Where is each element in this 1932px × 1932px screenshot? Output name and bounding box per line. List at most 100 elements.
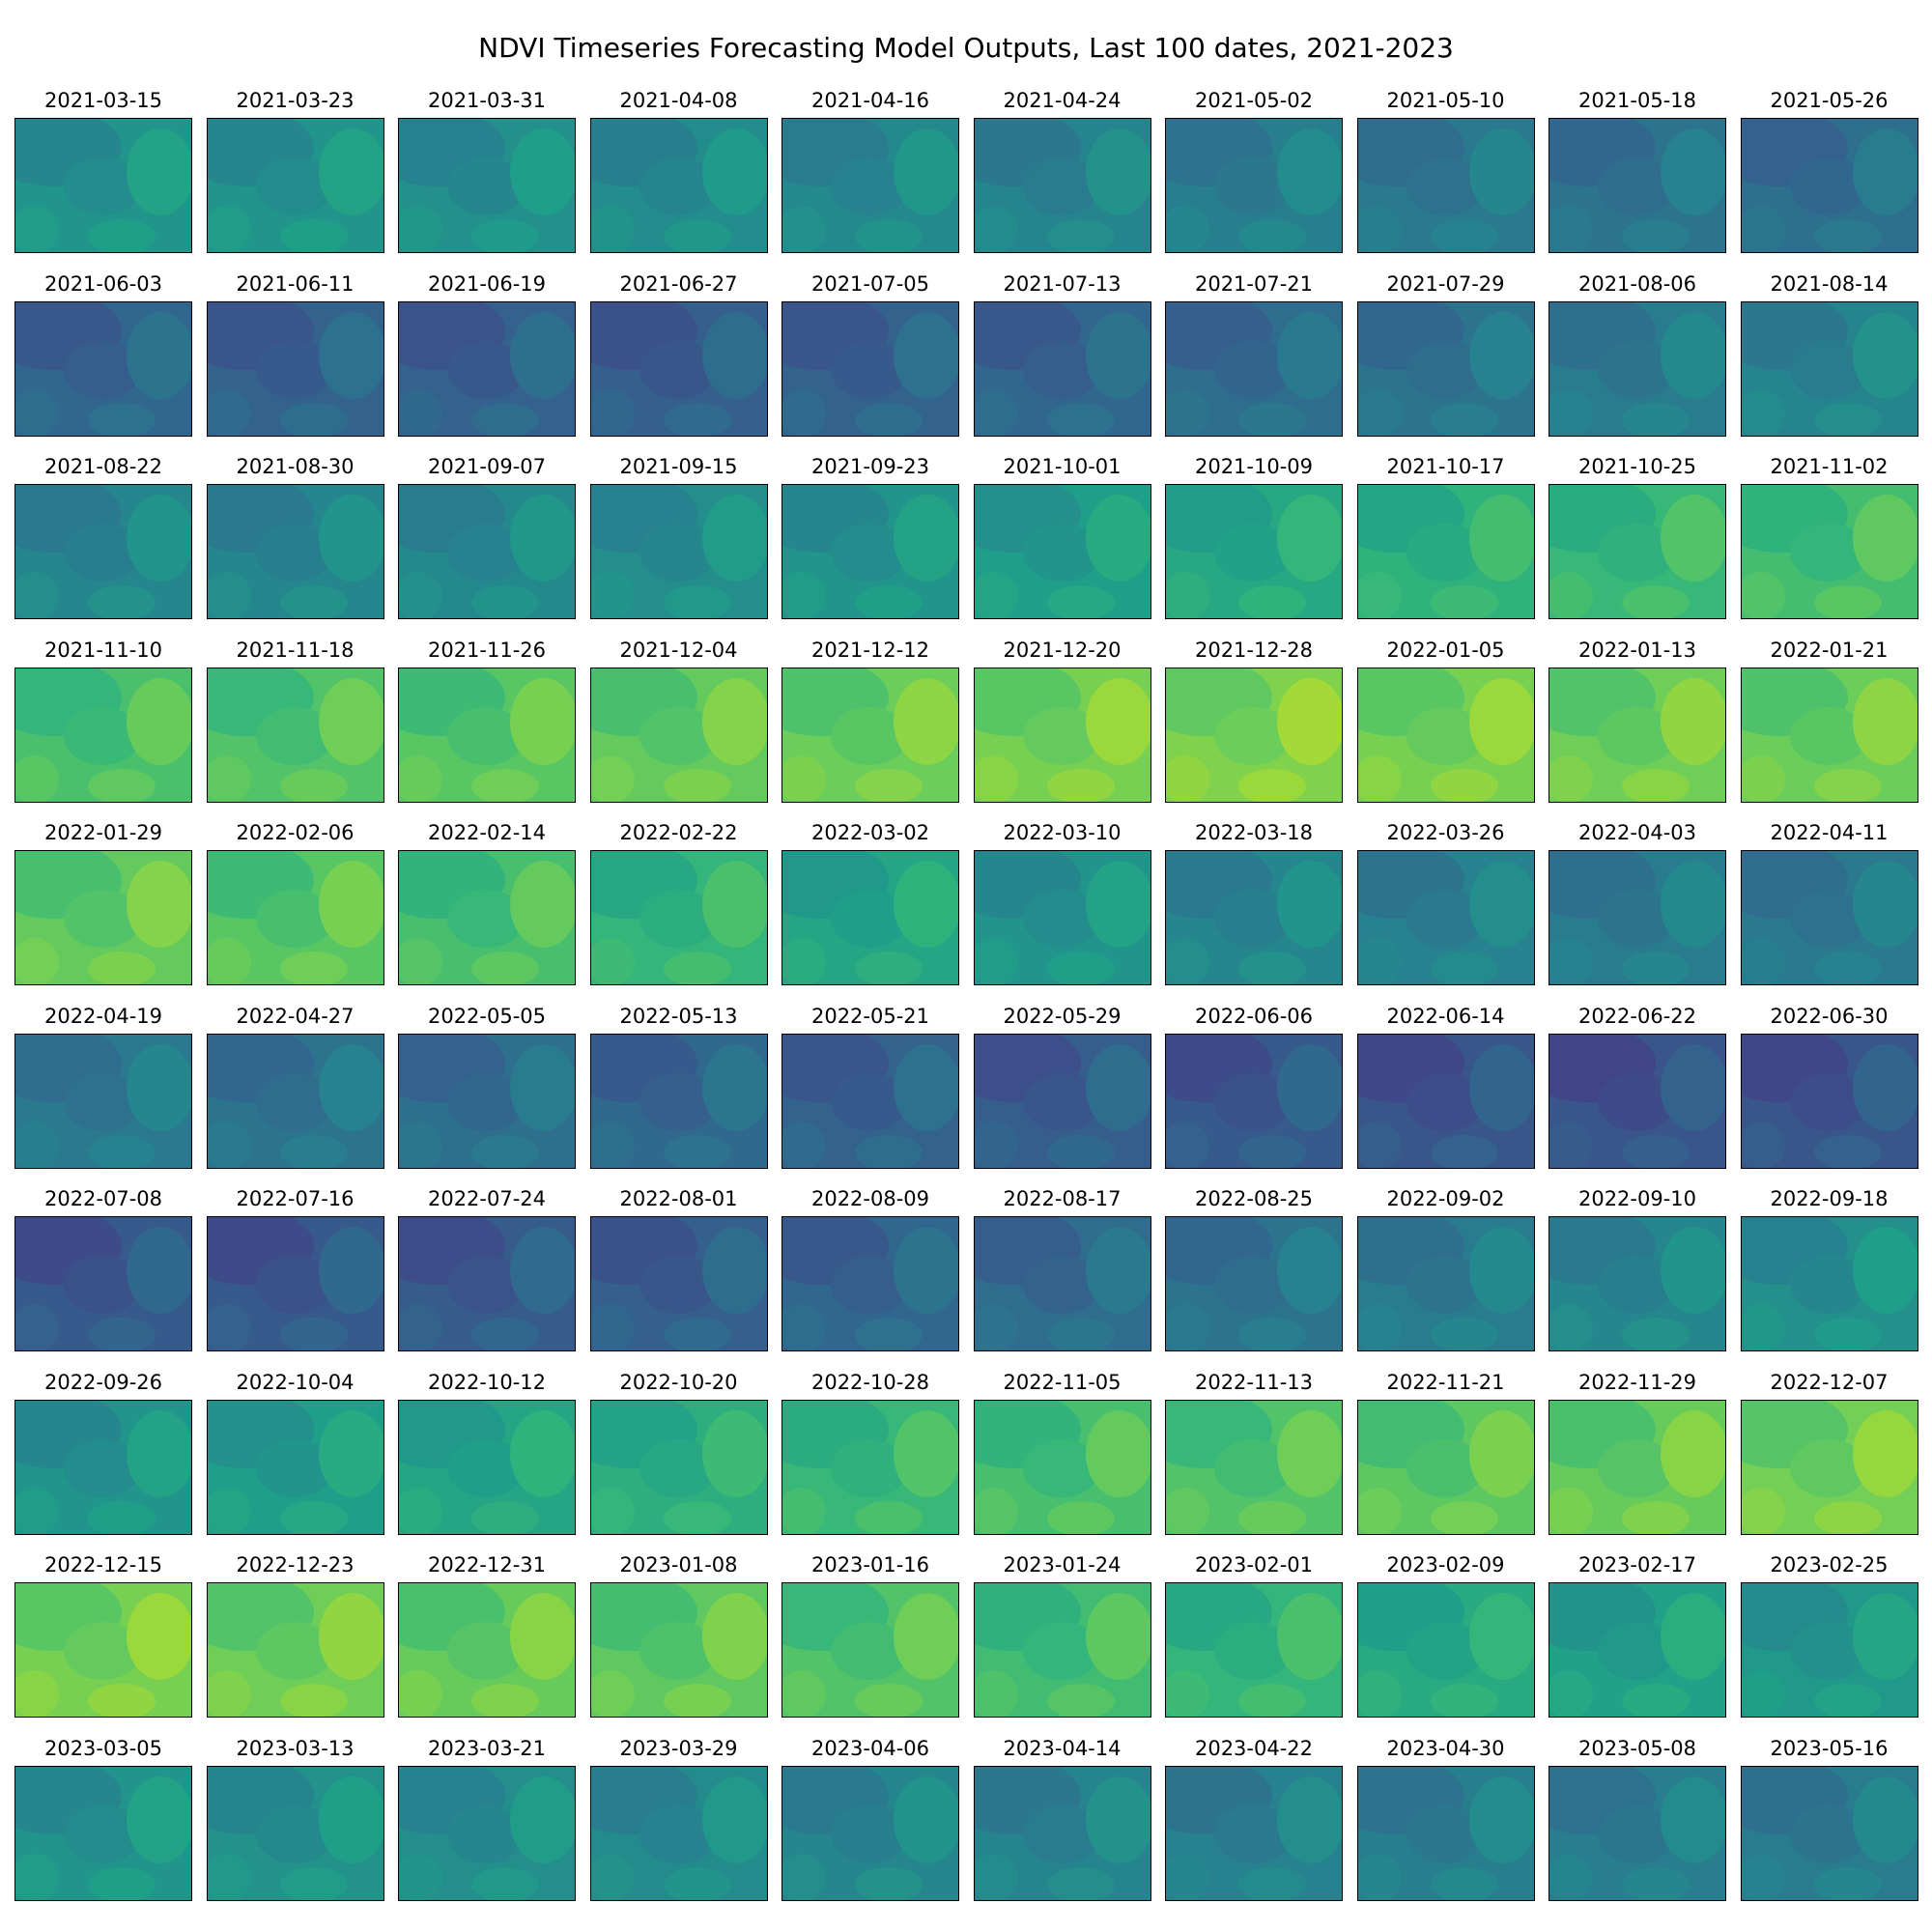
ndvi-raster — [207, 1217, 384, 1350]
ndvi-image — [589, 1765, 768, 1901]
raster-bright-region — [1741, 754, 1785, 802]
raster-bright-region — [318, 128, 384, 215]
raster-bright-region — [127, 495, 191, 582]
raster-bright-region — [318, 1043, 384, 1131]
raster-bright-region — [510, 677, 575, 765]
raster-bright-region — [1277, 495, 1342, 582]
raster-dark-region — [1406, 706, 1484, 765]
ndvi-image — [1548, 1399, 1726, 1535]
subplot: 2023-03-13 — [206, 1735, 384, 1902]
ndvi-image — [206, 1399, 384, 1535]
ndvi-image — [206, 1582, 384, 1718]
raster-bright-region — [1046, 952, 1115, 984]
raster-bright-region — [663, 1318, 731, 1350]
ndvi-raster — [782, 1400, 958, 1534]
raster-dark-region — [255, 524, 333, 582]
raster-dark-region — [639, 524, 717, 582]
ndvi-image — [1356, 484, 1535, 619]
raster-bright-region — [399, 754, 442, 802]
raster-dark-region — [1214, 1256, 1292, 1314]
subplot: 2021-12-28 — [1165, 637, 1343, 804]
raster-bright-region — [855, 1684, 923, 1717]
ndvi-image — [14, 667, 192, 803]
ndvi-raster — [15, 851, 191, 984]
raster-bright-region — [1622, 1684, 1690, 1717]
raster-bright-region — [510, 128, 575, 215]
ndvi-image — [1356, 1582, 1535, 1718]
raster-bright-region — [1549, 206, 1593, 252]
subplot: 2022-11-29 — [1548, 1369, 1726, 1536]
ndvi-image — [14, 300, 192, 437]
ndvi-image — [973, 1216, 1151, 1351]
subplot: 2022-11-05 — [973, 1369, 1151, 1536]
raster-bright-region — [207, 1670, 251, 1717]
ndvi-raster — [1741, 1583, 1918, 1717]
raster-bright-region — [127, 1409, 191, 1497]
ndvi-raster — [590, 485, 767, 618]
subplot: 2021-03-31 — [398, 87, 576, 254]
subplot-title: 2022-09-18 — [1770, 1187, 1889, 1210]
raster-bright-region — [1661, 861, 1725, 948]
raster-dark-region — [1598, 1622, 1675, 1680]
raster-bright-region — [1357, 206, 1402, 252]
subplot-title: 2023-02-01 — [1194, 1553, 1314, 1577]
raster-dark-region — [1022, 157, 1100, 215]
ndvi-raster — [1741, 485, 1918, 618]
subplot-title: 2021-04-08 — [619, 89, 738, 112]
ndvi-raster — [1166, 668, 1342, 802]
raster-bright-region — [1468, 1409, 1534, 1497]
raster-bright-region — [663, 768, 731, 802]
raster-bright-region — [1661, 677, 1725, 765]
raster-bright-region — [399, 388, 442, 436]
ndvi-image — [1165, 1033, 1343, 1169]
raster-dark-region — [1789, 1804, 1867, 1863]
ndvi-image — [398, 1033, 576, 1169]
ndvi-raster — [590, 1766, 767, 1900]
raster-bright-region — [88, 402, 156, 436]
raster-bright-region — [1277, 1043, 1342, 1131]
raster-bright-region — [1622, 768, 1690, 802]
raster-bright-region — [127, 861, 191, 948]
raster-bright-region — [1741, 206, 1785, 252]
subplot-title: 2021-07-29 — [1386, 271, 1505, 296]
ndvi-raster — [399, 1400, 575, 1534]
ndvi-image — [1356, 1216, 1535, 1351]
raster-bright-region — [974, 572, 1018, 618]
raster-bright-region — [1430, 402, 1498, 436]
ndvi-raster — [15, 119, 191, 252]
subplot-title: 2021-12-12 — [810, 638, 930, 662]
ndvi-image — [1740, 118, 1918, 253]
raster-dark-region — [255, 340, 333, 399]
subplot: 2021-04-16 — [781, 87, 959, 254]
subplot-title: 2023-03-13 — [236, 1736, 355, 1760]
ndvi-image — [1165, 118, 1343, 253]
raster-dark-region — [64, 1438, 141, 1497]
subplot-title: 2021-12-04 — [619, 638, 738, 662]
subplot: 2021-06-19 — [398, 270, 576, 438]
ndvi-image — [14, 1582, 192, 1718]
subplot-title: 2022-07-16 — [236, 1187, 355, 1210]
subplot-title: 2023-01-08 — [619, 1553, 738, 1577]
ndvi-raster — [15, 1583, 191, 1717]
raster-bright-region — [1046, 585, 1115, 618]
subplot: 2022-09-26 — [14, 1369, 192, 1536]
raster-bright-region — [1085, 311, 1151, 399]
raster-bright-region — [663, 1684, 731, 1717]
raster-bright-region — [1852, 1409, 1918, 1497]
raster-bright-region — [782, 572, 826, 618]
raster-bright-region — [590, 1670, 635, 1717]
raster-bright-region — [471, 1500, 539, 1534]
raster-dark-region — [831, 706, 908, 765]
subplot: 2023-04-30 — [1356, 1735, 1535, 1902]
subplot-title: 2021-10-25 — [1577, 455, 1697, 478]
raster-bright-region — [510, 861, 575, 948]
raster-bright-region — [279, 1500, 348, 1534]
raster-dark-region — [1022, 524, 1100, 582]
ndvi-image — [589, 667, 768, 803]
raster-bright-region — [1357, 388, 1402, 436]
ndvi-raster — [1741, 851, 1918, 984]
raster-bright-region — [399, 1487, 442, 1534]
raster-bright-region — [1852, 495, 1918, 582]
ndvi-raster — [207, 1400, 384, 1534]
subplot: 2023-01-08 — [589, 1551, 768, 1719]
